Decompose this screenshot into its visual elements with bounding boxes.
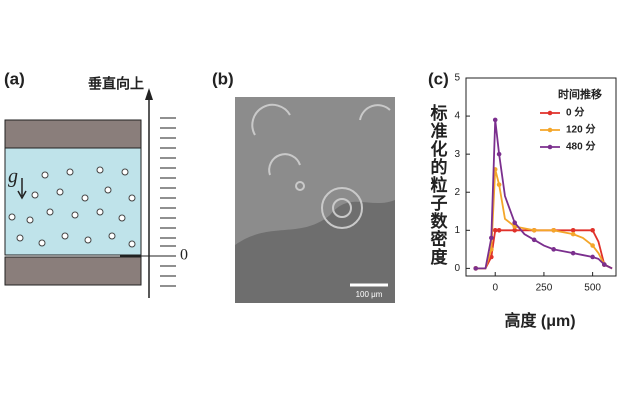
y-tick-label: 2: [454, 187, 460, 198]
gravity-label: g: [8, 166, 18, 188]
data-point: [492, 117, 498, 123]
series-line: [475, 169, 613, 270]
y-tick-label: 5: [454, 73, 460, 84]
gravity-arrowhead: [17, 190, 27, 200]
legend-label: 480 分: [566, 140, 595, 153]
y-axis-label: 标准化的粒子数密度: [428, 103, 448, 266]
legend-label: 120 分: [566, 123, 595, 136]
particles: [8, 166, 136, 248]
data-point: [512, 228, 518, 233]
bottom-plate: [4, 256, 142, 286]
data-point: [492, 228, 498, 233]
data-point: [489, 235, 494, 241]
data-point: [570, 250, 576, 256]
height-ticks: [120, 117, 176, 287]
data-point: [590, 243, 595, 248]
data-point: [570, 231, 576, 237]
zero-label: 0: [180, 247, 188, 264]
y-tick-label: 3: [454, 149, 460, 160]
x-tick-label: 500: [584, 283, 601, 294]
legend-marker: [547, 110, 553, 116]
data-point: [531, 228, 537, 233]
plot: 0 1 2 3 4 5 0 250 500 0 分 120 分 480 分: [454, 73, 617, 294]
legend-title: 时间推移: [558, 87, 602, 101]
data-point: [602, 262, 607, 267]
data-point: [590, 254, 595, 260]
data-point: [570, 228, 576, 233]
legend-label: 0 分: [566, 106, 584, 119]
legend-marker: [547, 144, 553, 150]
y-tick-label: 1: [454, 225, 460, 236]
fluid: [4, 147, 142, 256]
legend-marker: [547, 127, 553, 133]
x-axis-label: 高度 (μm): [504, 311, 575, 330]
data-point: [551, 247, 556, 252]
data-point: [512, 220, 518, 225]
data-point: [496, 228, 502, 233]
series-line: [475, 229, 613, 270]
data-point: [496, 182, 502, 187]
axis-label: 垂直向上: [88, 76, 144, 92]
x-tick-label: 250: [536, 283, 553, 294]
data-point: [590, 228, 595, 233]
panel-label: (a): [4, 69, 25, 88]
panel-label: (c): [428, 69, 449, 88]
top-plate: [4, 119, 142, 149]
data-point: [551, 228, 556, 233]
height-arrowhead: [145, 88, 153, 100]
data-point: [496, 151, 502, 157]
plot-frame: [465, 77, 617, 277]
micrograph-rings: [251, 103, 391, 229]
scale-bar-label: 100 μm: [356, 290, 383, 299]
micrograph-region: [235, 97, 395, 245]
y-tick-label: 4: [454, 111, 460, 122]
panel-label: (b): [212, 69, 234, 88]
x-tick-label: 0: [492, 283, 498, 294]
data-point: [531, 237, 537, 243]
data-point: [473, 266, 479, 271]
y-tick-label: 0: [454, 263, 460, 274]
